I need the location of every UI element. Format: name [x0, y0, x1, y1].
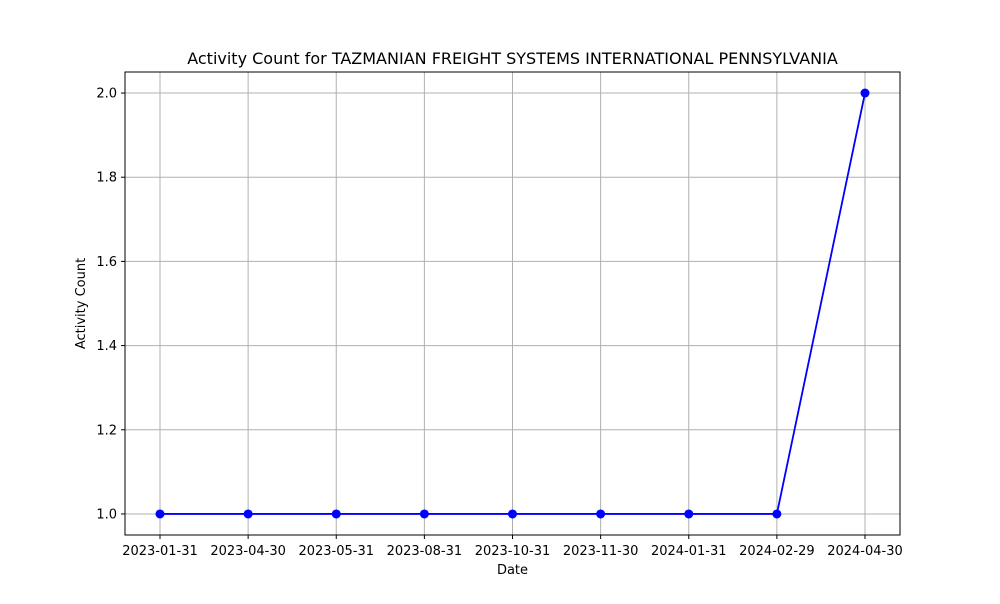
y-axis-label: Activity Count [74, 258, 89, 349]
grid-layer [125, 72, 900, 535]
data-point [860, 88, 870, 98]
x-tick-label: 2023-08-31 [387, 544, 463, 559]
x-tick-label: 2023-04-30 [210, 544, 286, 559]
data-point [772, 509, 782, 519]
data-point [508, 509, 517, 519]
axes-layer: 2023-01-31 2023-04-30 2023-05-31 2023-08-31… [96, 71, 903, 559]
y-tick-label: 1.0 [96, 507, 117, 522]
x-axis-label: Date [497, 563, 528, 578]
y-tick-label: 1.4 [96, 339, 117, 354]
y-tick-label: 1.8 [96, 171, 117, 186]
y-tick-label: 2.0 [96, 87, 117, 102]
chart-title: Activity Count for TAZMANIAN FREIGHT SYS… [187, 49, 838, 68]
x-tick-label: 2024-02-29 [739, 544, 815, 559]
plot-frame [124, 71, 901, 536]
labels-layer: Activity Count for TAZMANIAN FREIGHT SYS… [74, 49, 838, 578]
x-tick-label: 2024-01-31 [651, 544, 727, 559]
data-point [155, 509, 165, 519]
x-tick-label: 2023-11-30 [563, 544, 639, 559]
data-point [596, 509, 606, 519]
series-layer [155, 88, 870, 519]
x-tick-label: 2023-01-31 [122, 544, 198, 559]
y-tick-label: 1.2 [96, 423, 117, 438]
data-point [243, 509, 253, 519]
data-point [684, 509, 694, 519]
data-point [419, 509, 429, 519]
data-point [331, 509, 341, 519]
x-tick-label: 2023-10-31 [475, 544, 551, 559]
x-tick-label: 2023-05-31 [298, 544, 374, 559]
x-tick-label: 2024-04-30 [827, 544, 903, 559]
y-tick-label: 1.6 [96, 255, 117, 270]
